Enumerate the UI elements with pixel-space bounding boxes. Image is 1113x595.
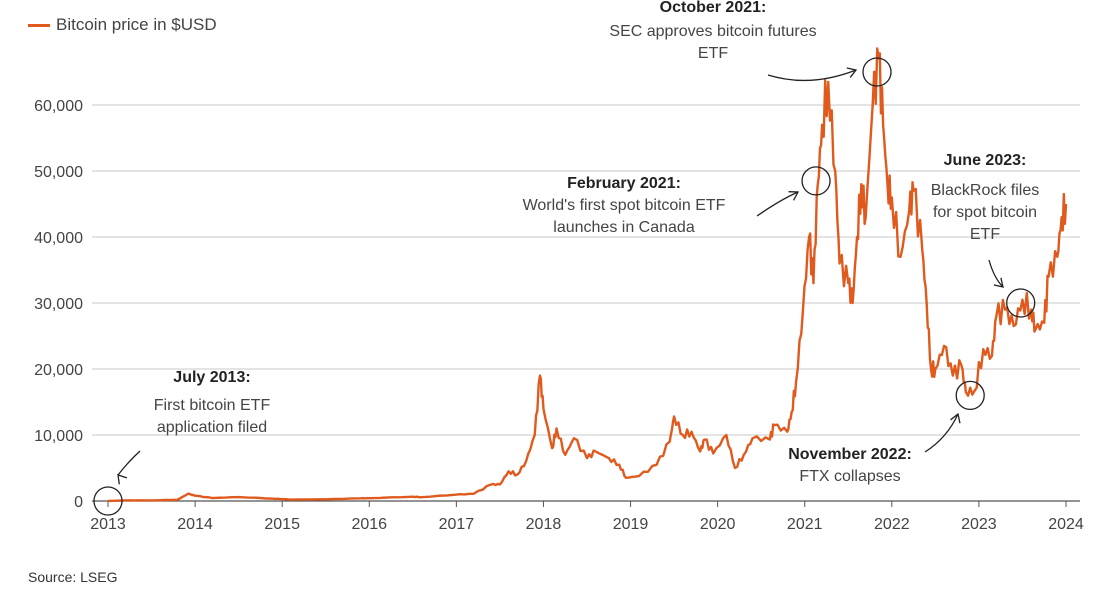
- price-line: [107, 47, 1068, 503]
- x-tick-label: 2013: [90, 516, 126, 533]
- arrowhead-icon: [950, 412, 961, 424]
- legend-swatch: [28, 23, 50, 27]
- arrowhead-icon: [117, 474, 128, 485]
- annotation-circle: [93, 486, 123, 516]
- annotation-line: ETF: [697, 45, 729, 62]
- x-tick-label: 2016: [351, 516, 387, 533]
- annotation-line: ETF: [969, 226, 1001, 243]
- annotation-june-2023: June 2023: BlackRock files for spot bitc…: [931, 150, 1039, 246]
- y-tick-label: 10,000: [34, 428, 83, 445]
- legend-label: Bitcoin price in $USD: [56, 15, 217, 34]
- y-tick-label: 0: [74, 494, 83, 511]
- annotation-line: launches in Canada: [553, 219, 695, 236]
- annotation-arrow: [988, 259, 1004, 288]
- x-tick-label: 2020: [700, 516, 736, 533]
- annotation-line: for spot bitcoin: [932, 204, 1038, 221]
- annotation-arrow: [767, 69, 857, 82]
- x-tick-label: 2024: [1048, 516, 1084, 533]
- y-tick-label: 50,000: [34, 164, 83, 181]
- annotation-july-2013: July 2013: First bitcoin ETF application…: [154, 367, 270, 439]
- arrowhead-icon: [846, 67, 858, 78]
- x-tick-label: 2022: [874, 516, 910, 533]
- arrowhead-icon: [993, 277, 1004, 288]
- annotation-line: World's first spot bitcoin ETF: [522, 197, 726, 214]
- annotation-title: June 2023:: [943, 152, 1027, 169]
- y-tick-label: 20,000: [34, 362, 83, 379]
- annotation-arrow: [924, 413, 959, 453]
- annotation-november-2022: November 2022: FTX collapses: [788, 444, 912, 488]
- annotation-title: October 2021:: [659, 0, 767, 16]
- annotation-february-2021: February 2021: World's first spot bitcoi…: [523, 173, 726, 239]
- arrowhead-icon: [788, 191, 800, 201]
- annotation-title: February 2021:: [567, 175, 681, 192]
- y-tick-label: 30,000: [34, 296, 83, 313]
- annotation-line: FTX collapses: [799, 468, 901, 485]
- x-tick-label: 2019: [613, 516, 649, 533]
- annotation-arrow: [117, 450, 141, 476]
- x-tick-label: 2023: [961, 516, 997, 533]
- annotation-title: July 2013:: [173, 369, 251, 386]
- x-tick-label: 2018: [526, 516, 562, 533]
- legend: Bitcoin price in $USD: [28, 15, 217, 35]
- x-tick-label: 2015: [264, 516, 300, 533]
- annotation-circle: [1006, 288, 1036, 318]
- x-tick-label: 2014: [177, 516, 213, 533]
- y-tick-label: 40,000: [34, 230, 83, 247]
- annotation-title: November 2022:: [788, 446, 912, 463]
- annotation-circle: [801, 166, 831, 196]
- source-note: Source: LSEG: [28, 569, 118, 585]
- x-tick-label: 2017: [439, 516, 475, 533]
- y-tick-label: 60,000: [34, 98, 83, 115]
- annotation-line: First bitcoin ETF: [153, 397, 271, 414]
- annotation-october-2021: October 2021: SEC approves bitcoin futur…: [609, 0, 816, 65]
- annotation-circle: [955, 380, 985, 411]
- annotation-line: application filed: [156, 419, 268, 436]
- annotation-circle: [862, 57, 892, 87]
- annotation-line: BlackRock files: [930, 182, 1040, 199]
- annotation-line: SEC approves bitcoin futures: [609, 23, 817, 40]
- x-tick-label: 2021: [787, 516, 823, 533]
- annotation-arrow: [756, 191, 799, 217]
